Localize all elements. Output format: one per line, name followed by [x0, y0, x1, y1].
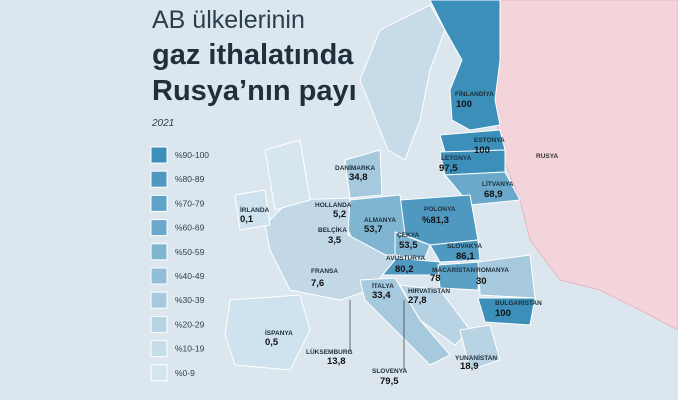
legend-label: %0-9: [175, 368, 195, 378]
title-line: Rusya’nın payı: [152, 75, 357, 107]
country-name: LÜKSEMBURG: [306, 347, 353, 356]
country-name: SLOVAKYA: [447, 243, 482, 250]
country-value: 7,6: [311, 278, 324, 289]
country-name: BELÇİKA: [318, 226, 347, 234]
legend-swatch: [150, 146, 168, 164]
country-value: 27,8: [408, 295, 427, 306]
country-name: POLONYA: [424, 206, 456, 213]
legend-swatch: [150, 219, 168, 237]
legend-label: %90-100: [175, 150, 209, 160]
country-name: BULGARİSTAN: [495, 299, 542, 307]
country-value: 100: [456, 99, 472, 110]
italy-area: [359, 277, 451, 366]
ireland-area: [234, 189, 271, 231]
country-name: FRANSA: [311, 268, 338, 275]
czech-area: [394, 231, 431, 259]
finland-area: [429, 0, 501, 131]
legend-label: %80-89: [175, 174, 205, 184]
uk-area: [264, 139, 311, 211]
slovakia-area: [429, 239, 481, 263]
country-name: SLOVENYA: [372, 368, 407, 375]
year: 2021: [151, 118, 174, 129]
country-name: ESTONYA: [474, 137, 505, 144]
title-line: AB ülkelerinin: [152, 6, 305, 34]
country-name: FİNLANDİYA: [455, 90, 494, 98]
country-value: 53,5: [399, 240, 418, 251]
denmark-area: [344, 149, 383, 199]
france-benelux-area: [264, 197, 396, 301]
country-value: 97,5: [439, 163, 458, 174]
country-name: İSPANYA: [265, 329, 293, 337]
legend-label: %40-49: [175, 271, 205, 281]
country-value: 5,2: [333, 209, 346, 220]
country-name: ÇEKYA: [397, 232, 419, 239]
country-value: 30: [476, 276, 487, 287]
country-name: LİTVANYA: [482, 180, 514, 188]
legend-swatch: [150, 243, 168, 261]
legend-label: %20-29: [175, 319, 205, 329]
legend-swatch: [150, 170, 168, 188]
hungary-area: [437, 261, 481, 291]
country-name: ROMANYA: [476, 267, 509, 274]
country-value: 86,1: [456, 251, 475, 262]
country-value: 68,9: [484, 189, 503, 200]
legend-swatch: [150, 291, 168, 309]
iberia-area: [224, 294, 311, 371]
legend-label: %70-79: [175, 198, 205, 208]
legend-label: %10-19: [175, 344, 205, 354]
legend-label: %30-39: [175, 295, 205, 305]
country-value: 78: [430, 273, 441, 284]
country-name: HOLLANDA: [315, 202, 352, 209]
legend-swatch: [150, 194, 168, 212]
country-name: AVUSTURYA: [386, 255, 425, 262]
legend-swatch: [150, 340, 168, 358]
country-value: 13,8: [327, 356, 346, 367]
country-value: 0,1: [240, 214, 254, 225]
legend-label: %50-59: [175, 247, 205, 257]
country-value: 33,4: [372, 290, 391, 301]
country-value: 18,9: [460, 361, 479, 372]
country-value: 53,7: [364, 224, 383, 235]
country-name: ALMANYA: [364, 217, 396, 224]
country-name: YUNANİSTAN: [455, 354, 497, 362]
legend-swatch: [150, 267, 168, 285]
country-value: 100: [495, 308, 511, 319]
legend-swatch: [150, 315, 168, 333]
country-value: 3,5: [328, 235, 342, 246]
country-value: %81,3: [422, 215, 449, 226]
scandinavia-area: [359, 4, 446, 161]
country-name: LETONYA: [441, 155, 472, 162]
country-value: 80,2: [395, 264, 414, 275]
country-value: 79,5: [380, 376, 399, 387]
greece-area: [459, 324, 501, 371]
country-name: İTALYA: [372, 282, 394, 290]
country-name: DANİMARKA: [335, 164, 375, 172]
legend-label: %60-69: [175, 223, 205, 233]
country-name: İRLANDA: [240, 206, 270, 214]
country-value: 100: [474, 145, 490, 156]
country-name: MACARİSTAN: [432, 266, 476, 274]
legend-swatch: [150, 364, 168, 382]
title-line: gaz ithalatında: [152, 39, 354, 71]
country-value: 0,5: [265, 337, 279, 348]
country-name: RUSYA: [536, 153, 558, 160]
country-name: HIRVATİSTAN: [408, 287, 450, 295]
country-value: 34,8: [349, 172, 368, 183]
bulgaria-area: [477, 297, 536, 326]
